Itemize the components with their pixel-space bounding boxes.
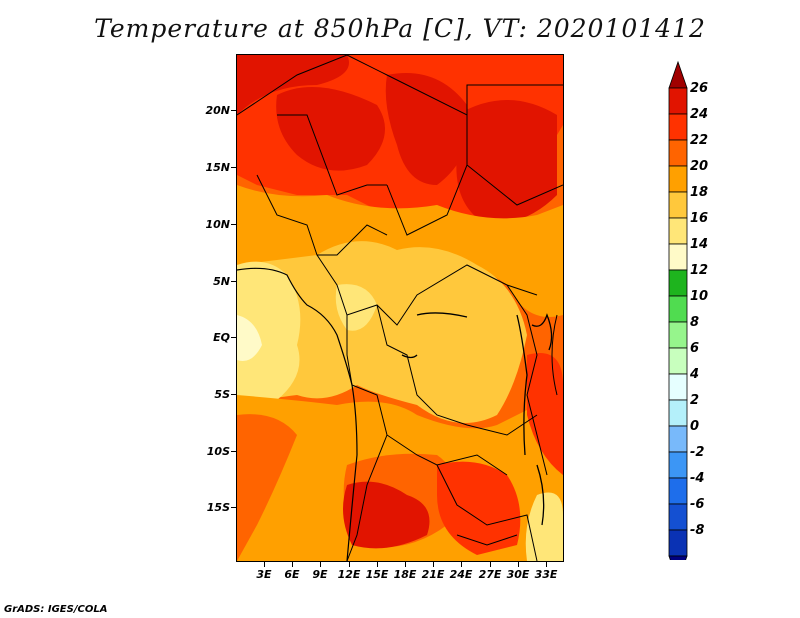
colorbar-swatch bbox=[668, 321, 688, 349]
lon-label-6e: 6E bbox=[284, 568, 300, 581]
colorbar-swatch bbox=[668, 451, 688, 479]
lat-tick bbox=[231, 394, 236, 395]
map-title: Temperature at 850hPa [C], VT: 202010141… bbox=[94, 14, 706, 43]
lat-tick bbox=[231, 110, 236, 111]
lat-tick bbox=[231, 337, 236, 338]
colorbar-label: 18 bbox=[690, 185, 709, 200]
lat-label-15n: 15N bbox=[205, 161, 230, 174]
colorbar-swatch bbox=[668, 217, 688, 245]
colorbar-swatch bbox=[668, 113, 688, 141]
colorbar-swatch bbox=[668, 295, 688, 323]
colorbar-label: 24 bbox=[690, 107, 709, 122]
lat-label-20n: 20N bbox=[205, 104, 230, 117]
lat-tick bbox=[231, 167, 236, 168]
colorbar-label: 6 bbox=[690, 341, 700, 356]
lon-tick bbox=[405, 562, 406, 567]
colorbar-label: 10 bbox=[690, 289, 709, 304]
lat-tick bbox=[231, 507, 236, 508]
colorbar-label: 8 bbox=[690, 315, 700, 330]
colorbar-swatch bbox=[668, 87, 688, 115]
colorbar-swatch bbox=[668, 503, 688, 531]
lat-label-5s: 5S bbox=[214, 388, 230, 401]
colorbar-top-arrow bbox=[668, 60, 688, 89]
colorbar-swatch bbox=[668, 191, 688, 219]
lon-label-12e: 12E bbox=[337, 568, 361, 581]
colorbar-label: 20 bbox=[690, 159, 709, 174]
colorbar-label: 2 bbox=[690, 393, 700, 408]
lon-label-21e: 21E bbox=[421, 568, 445, 581]
colorbar-swatch bbox=[668, 399, 688, 427]
colorbar-label: 16 bbox=[690, 211, 709, 226]
grads-credit: GrADS: IGES/COLA bbox=[4, 604, 108, 615]
colorbar-swatch bbox=[668, 425, 688, 453]
lon-tick bbox=[461, 562, 462, 567]
lon-label-18e: 18E bbox=[393, 568, 417, 581]
lat-label-eq: EQ bbox=[213, 331, 230, 344]
lon-tick bbox=[433, 562, 434, 567]
lat-tick bbox=[231, 224, 236, 225]
lon-tick bbox=[264, 562, 265, 567]
colorbar-label: -2 bbox=[690, 445, 705, 460]
colorbar-swatch bbox=[668, 269, 688, 297]
lat-label-10n: 10N bbox=[205, 218, 230, 231]
colorbar-label: -4 bbox=[690, 471, 705, 486]
lat-label-15s: 15S bbox=[206, 501, 230, 514]
lon-label-15e: 15E bbox=[365, 568, 389, 581]
lon-tick bbox=[349, 562, 350, 567]
lon-tick bbox=[518, 562, 519, 567]
map-panel bbox=[236, 54, 564, 562]
lon-label-3e: 3E bbox=[256, 568, 272, 581]
colorbar-label: 22 bbox=[690, 133, 709, 148]
lon-tick bbox=[292, 562, 293, 567]
lon-label-27e: 27E bbox=[478, 568, 502, 581]
lon-tick bbox=[377, 562, 378, 567]
colorbar-label: 26 bbox=[690, 81, 709, 96]
lat-label-10s: 10S bbox=[206, 445, 230, 458]
colorbar-swatch bbox=[668, 165, 688, 193]
lon-label-24e: 24E bbox=[449, 568, 473, 581]
lon-tick bbox=[490, 562, 491, 567]
colorbar bbox=[668, 60, 688, 560]
lon-tick bbox=[546, 562, 547, 567]
colorbar-swatch bbox=[668, 373, 688, 401]
colorbar-label: -6 bbox=[690, 497, 705, 512]
lon-label-30e: 30E bbox=[506, 568, 530, 581]
colorbar-label: 0 bbox=[690, 419, 700, 434]
colorbar-swatch bbox=[668, 529, 688, 557]
lon-label-9e: 9E bbox=[312, 568, 328, 581]
lon-label-33e: 33E bbox=[534, 568, 558, 581]
colorbar-swatch bbox=[668, 477, 688, 505]
colorbar-label: 14 bbox=[690, 237, 709, 252]
lat-tick bbox=[231, 451, 236, 452]
colorbar-swatch bbox=[668, 243, 688, 271]
lon-tick bbox=[320, 562, 321, 567]
colorbar-label: -8 bbox=[690, 523, 705, 538]
lat-tick bbox=[231, 281, 236, 282]
colorbar-swatch bbox=[668, 347, 688, 375]
colorbar-swatch bbox=[668, 139, 688, 167]
colorbar-label: 12 bbox=[690, 263, 709, 278]
temperature-field bbox=[237, 55, 563, 561]
colorbar-bottom-arrow bbox=[668, 555, 688, 560]
lat-label-5n: 5N bbox=[213, 275, 230, 288]
colorbar-label: 4 bbox=[690, 367, 700, 382]
